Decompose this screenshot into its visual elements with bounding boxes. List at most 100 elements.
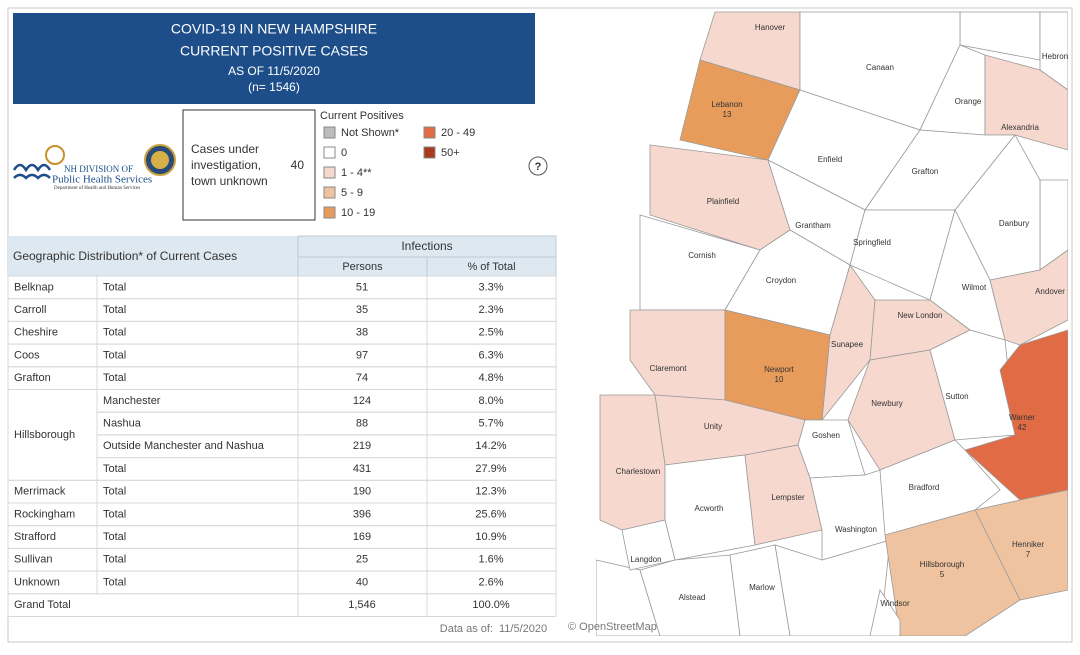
map-credit: © OpenStreetMap [568,621,657,633]
town-label: New London [898,311,943,320]
legend-label: Not Shown* [341,127,400,139]
town-count: 7 [1026,550,1031,559]
unknown-box [182,109,316,221]
row-label: Outside Manchester and Nashua [103,440,265,452]
grand-total-persons: 1,546 [348,599,376,611]
town-label: Charlestown [616,467,660,476]
town-label: Newport [764,365,795,374]
map: Hanover Canaan Orange Hebron Alexandria Leban… [596,10,1068,636]
town-label: Windsor [880,599,910,608]
row-label: Total [103,554,126,566]
table-title: Geographic Distribution* of Current Case… [13,249,237,263]
town-label: Newbury [871,399,903,408]
percent-value: 4.8% [478,372,503,384]
header-box [13,13,535,104]
legend-swatch [423,126,436,139]
town-label: Bradford [909,483,940,492]
logo-text: Public Health Services [52,174,152,186]
header-line: (n= 1546) [248,80,300,94]
persons-value: 38 [356,327,368,339]
town-label: Washington [835,525,877,534]
help-circle[interactable] [528,156,548,176]
percent-value: 25.6% [475,508,506,520]
town-label: Marlow [749,583,775,592]
row-label: Total [103,508,126,520]
percent-value: 27.9% [475,463,506,475]
town-label: Hanover [755,23,786,32]
legend-swatch [323,206,336,219]
town-count: 5 [940,570,945,579]
county-label: Sullivan [14,554,53,566]
percent-value: 12.3% [475,486,506,498]
town-count: 10 [775,375,784,384]
town-count: 13 [723,110,732,119]
county-label: Unknown [14,576,60,588]
town-label: Springfield [853,238,891,247]
logo-text: NH DIVISION OF [64,164,133,174]
legend-label: 5 - 9 [341,187,363,199]
persons-value: 25 [356,554,368,566]
percent-value: 2.5% [478,327,503,339]
row-label: Total [103,304,126,316]
legend-swatch [423,146,436,159]
unknown-label: town unknown [191,174,268,188]
persons-value: 169 [353,531,371,543]
county-label: Hillsborough [14,429,75,441]
town-label: Hebron [1042,52,1068,61]
town-area[interactable] [599,394,666,531]
persons-value: 74 [356,372,368,384]
town-label: Goshen [812,431,840,440]
column-header: Persons [342,261,383,273]
help-icon[interactable]: ? [535,161,542,173]
header-line: CURRENT POSITIVE CASES [180,43,368,59]
town-label: Orange [955,97,982,106]
row-label: Manchester [103,395,161,407]
row-label: Total [103,327,126,339]
percent-value: 8.0% [478,395,503,407]
town-label: Cornish [688,251,716,260]
unknown-label: Cases under [191,142,259,156]
row-label: Total [103,349,126,361]
town-label: Hillsborough [920,560,964,569]
percent-value: 1.6% [478,554,503,566]
town-area[interactable] [869,588,901,636]
persons-value: 40 [356,576,368,588]
town-area[interactable] [664,454,756,561]
logo-text: Department of Health and Human Services [54,186,140,191]
town-label: Claremont [650,364,688,373]
town-label: Wilmot [962,283,987,292]
grand-total-percent: 100.0% [472,599,510,611]
county-label: Strafford [14,531,56,543]
town-label: Grafton [912,167,939,176]
town-area[interactable] [729,544,791,636]
help-button[interactable]: ? [528,156,548,176]
county-label: Carroll [14,304,46,316]
row-label: Total [103,463,126,475]
header-text: COVID-19 IN NEW HAMPSHIRE CURRENT POSITIV… [171,21,377,94]
town-label: Henniker [1012,540,1044,549]
town-count: 42 [1018,423,1027,432]
town-label: Alexandria [1001,123,1039,132]
column-header: % of Total [467,261,515,273]
persons-value: 190 [353,486,371,498]
legend-swatch [323,126,336,139]
town-label: Warner [1009,413,1035,422]
persons-value: 219 [353,440,371,452]
town-label: Lempster [771,493,805,502]
county-label: Grafton [14,372,51,384]
town-label: Grantham [795,221,831,230]
persons-value: 431 [353,463,371,475]
legend-label: 1 - 4** [341,167,372,179]
header-line: AS OF 11/5/2020 [228,64,320,78]
town-area[interactable] [1039,11,1068,91]
town-label: Croydon [766,276,796,285]
group-header: Infections [401,239,452,253]
unknown-value: 40 [291,158,305,172]
percent-value: 2.6% [478,576,503,588]
town-label: Acworth [695,504,724,513]
town-label: Danbury [999,219,1029,228]
town-label: Plainfield [707,197,739,206]
legend-swatch [323,166,336,179]
